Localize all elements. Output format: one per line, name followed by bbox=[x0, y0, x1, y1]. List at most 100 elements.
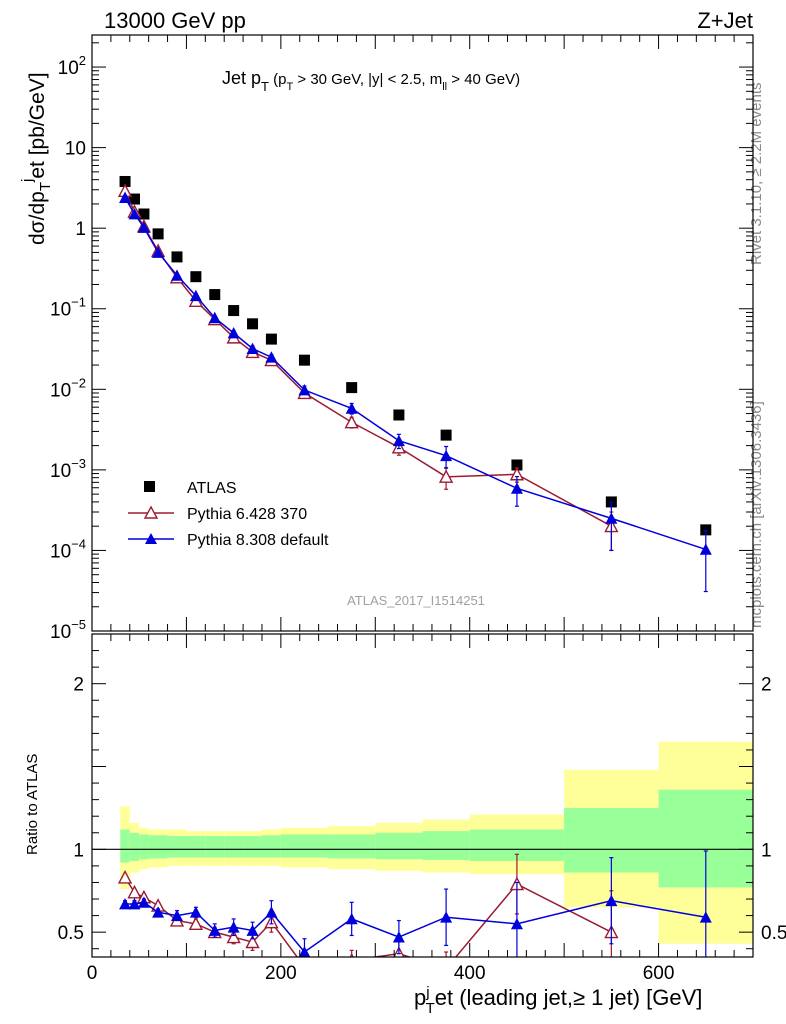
atlas-point bbox=[128, 193, 140, 205]
atlas-point bbox=[265, 333, 277, 345]
inner-uncertainty-band bbox=[148, 835, 168, 859]
inner-uncertainty-band bbox=[186, 836, 206, 858]
atlas-point bbox=[393, 409, 405, 421]
legend: ATLAS Pythia 6.428 370 Pythia 8.308 defa… bbox=[128, 480, 329, 549]
inner-uncertainty-band bbox=[261, 835, 281, 858]
ratio-data-layer bbox=[92, 741, 753, 972]
atlas-point bbox=[247, 318, 259, 330]
y-tick-label: 10 bbox=[65, 139, 86, 160]
atlas-point bbox=[700, 524, 712, 536]
ratio-pythia6-point bbox=[127, 884, 142, 899]
inner-uncertainty-band bbox=[167, 836, 187, 858]
ratio-y-tick-label: 0.5 bbox=[58, 923, 84, 944]
inner-uncertainty-band bbox=[224, 836, 244, 858]
pythia8-point bbox=[605, 512, 618, 524]
series-line-1 bbox=[124, 190, 612, 527]
x-tick-label: 600 bbox=[643, 963, 675, 984]
atlas-point bbox=[119, 175, 131, 187]
atlas-point bbox=[138, 208, 150, 220]
inner-uncertainty-band bbox=[139, 834, 149, 860]
inner-uncertainty-band bbox=[129, 832, 140, 861]
pythia8-point bbox=[227, 327, 240, 339]
ratio-y-tick-label-right: 2 bbox=[761, 675, 772, 696]
legend-atlas-marker bbox=[144, 481, 155, 492]
y-tick-label: 1 bbox=[75, 219, 86, 240]
ratio-y-tick-label-right: 1 bbox=[761, 840, 772, 861]
y-tick-label: 10−5 bbox=[50, 617, 86, 643]
ratio-pythia8-point bbox=[298, 946, 311, 957]
main-panel: 10−5 10−4 10−3 10−2 10−1 1 10 102 Jet pT (pT > … bbox=[19, 34, 754, 643]
ratio-pythia8-point bbox=[227, 921, 240, 933]
pythia8-point bbox=[128, 207, 141, 220]
header-left-label: 13000 GeV pp bbox=[104, 8, 246, 33]
analysis-id-label: ATLAS_2017_I1514251 bbox=[347, 593, 485, 608]
inner-uncertainty-band bbox=[422, 831, 470, 861]
ratio-pythia8-point bbox=[152, 906, 165, 918]
ratio-pythia6-point bbox=[298, 961, 310, 972]
atlas-point bbox=[152, 228, 164, 240]
x-tick-label: 400 bbox=[454, 963, 486, 984]
ratio-pythia6-point bbox=[188, 916, 204, 930]
ratio-pythia6-point bbox=[349, 952, 354, 957]
ratio-pythia8-point bbox=[246, 924, 259, 936]
inner-uncertainty-band bbox=[120, 829, 130, 863]
ratio-y-tick-label: 2 bbox=[73, 675, 84, 696]
inner-uncertainty-band bbox=[375, 832, 423, 860]
pythia8-point bbox=[265, 351, 278, 363]
pythia8-point bbox=[119, 191, 132, 203]
ratio-pythia8-point bbox=[137, 896, 150, 908]
pythia8-point bbox=[345, 402, 358, 414]
ratio-pythia8-point bbox=[605, 894, 618, 907]
pythia8-point bbox=[392, 434, 405, 447]
legend-pythia8-marker bbox=[145, 533, 157, 544]
legend-pythia6-marker bbox=[143, 505, 159, 519]
header-right-label: Z+Jet bbox=[697, 8, 753, 33]
y-tick-label: 10−4 bbox=[50, 536, 86, 562]
main-data-layer bbox=[117, 175, 712, 593]
ratio-pythia8-point bbox=[345, 912, 358, 925]
ratio-y-tick-label: 1 bbox=[73, 840, 84, 861]
ratio-y-tick-label-right: 0.5 bbox=[761, 923, 786, 944]
ratio-panel: 0.5 0.5 1 1 2 2 0 200 400 600 Ratio to ATLAS pj Te… bbox=[24, 633, 786, 1017]
atlas-point bbox=[346, 382, 358, 394]
legend-atlas-label: ATLAS bbox=[187, 480, 237, 497]
y-tick-label: 102 bbox=[58, 53, 86, 79]
ratio-line-0 bbox=[124, 877, 612, 957]
y-tick-label: 10−1 bbox=[50, 295, 86, 321]
ratio-pythia8-point bbox=[440, 911, 453, 923]
x-tick-label: 0 bbox=[87, 963, 98, 984]
pythia8-point bbox=[246, 342, 259, 355]
pythia8-point bbox=[208, 311, 221, 324]
main-axes: 10−5 10−4 10−3 10−2 10−1 1 10 102 bbox=[50, 35, 754, 643]
ratio-pythia8-point bbox=[208, 924, 221, 936]
ratio-pythia8-point bbox=[510, 917, 523, 930]
atlas-point bbox=[511, 459, 523, 471]
legend-pythia8-label: Pythia 8.308 default bbox=[187, 532, 329, 549]
ratio-pythia8-point bbox=[392, 931, 405, 943]
ratio-pythia6-point bbox=[226, 929, 241, 944]
pythia6-point bbox=[344, 414, 359, 429]
pythia8-point bbox=[440, 449, 453, 462]
pythia6-point bbox=[438, 469, 454, 483]
x-tick-label: 200 bbox=[265, 963, 297, 984]
pythia8-point bbox=[137, 221, 150, 233]
pythia8-point bbox=[699, 543, 712, 555]
ratio-frame bbox=[91, 633, 754, 958]
pythia8-point bbox=[170, 269, 183, 281]
ratio-pythia8-point bbox=[265, 906, 278, 918]
ratio-pythia8-point bbox=[119, 897, 132, 910]
ratio-pythia6-point bbox=[117, 869, 133, 884]
ratio-pythia8-point bbox=[170, 909, 183, 921]
x-axis-label: pj Tet (leading jet,≥ 1 jet) [GeV] bbox=[414, 984, 702, 1017]
pythia8-point bbox=[152, 246, 165, 258]
atlas-point bbox=[190, 271, 202, 283]
y-tick-label: 10−3 bbox=[50, 456, 86, 482]
ratio-axes: 0.5 0.5 1 1 2 2 0 200 400 600 bbox=[58, 633, 786, 984]
mcplots-label: mcplots.cern.ch [arXiv:1306.3436] bbox=[748, 401, 765, 628]
main-y-axis-label: dσ/dpTjet [pb/GeV] bbox=[19, 72, 54, 245]
atlas-point bbox=[440, 429, 452, 441]
atlas-point bbox=[209, 289, 221, 301]
inner-uncertainty-band bbox=[205, 836, 225, 858]
atlas-point bbox=[171, 251, 183, 263]
pythia8-point bbox=[510, 482, 523, 494]
